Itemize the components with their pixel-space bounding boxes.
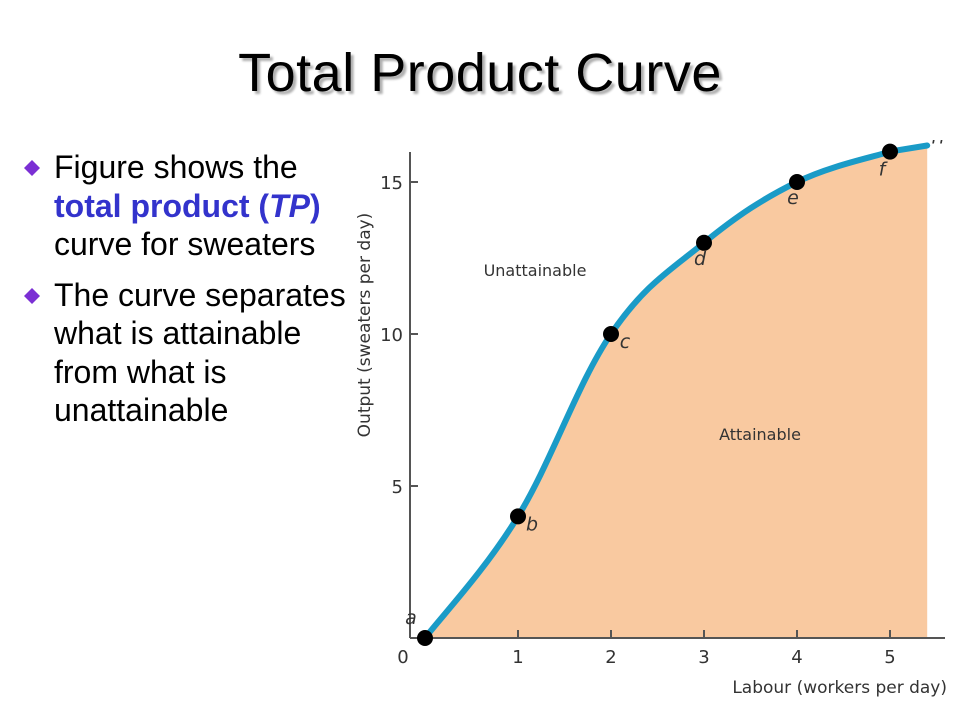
data-point	[510, 508, 526, 525]
x-tick-label: 5	[884, 647, 895, 668]
data-point	[789, 174, 805, 190]
series-label: TP	[929, 140, 950, 149]
bullet-2-text: The curve separates what is attainable f…	[54, 276, 346, 429]
point-label: c	[620, 331, 631, 353]
attainable-label: Attainable	[719, 425, 801, 444]
y-tick-label: 5	[392, 477, 403, 498]
y-axis-label: Output (sweaters per day)	[355, 213, 375, 438]
x-axis-label: Labour (workers per day)	[732, 678, 947, 698]
x-tick-label: 2	[605, 647, 616, 668]
point-label: d	[694, 248, 707, 270]
data-point	[417, 630, 433, 646]
point-label: f	[879, 159, 889, 181]
point-label: b	[526, 513, 538, 535]
y-tick-label: 10	[380, 325, 403, 346]
unattainable-label: Unattainable	[484, 261, 587, 280]
bullet-1-text-before: Figure shows the	[54, 149, 298, 185]
y-tick-label: 15	[380, 173, 403, 194]
x-tick-label: 4	[791, 647, 802, 668]
bullet-1-text-after: curve for sweaters	[54, 226, 316, 262]
point-label: e	[787, 187, 799, 209]
x-tick-label: 3	[698, 647, 709, 668]
diamond-bullet-icon	[24, 160, 40, 176]
slide-title: Total Product Curve	[238, 43, 722, 103]
bullet-1-highlight-italic: TP	[269, 187, 310, 224]
data-point	[882, 143, 898, 160]
data-point	[603, 326, 619, 342]
attainable-region	[425, 145, 928, 638]
point-label: a	[405, 607, 417, 629]
bullet-1-highlight: total product (	[54, 187, 270, 224]
bullet-1-highlight-after: )	[309, 187, 321, 224]
origin-label: 0	[397, 647, 408, 668]
bullet-item-2: The curve separates what is attainable f…	[20, 276, 350, 430]
bullet-item-1: Figure shows the total product (TP) curv…	[20, 148, 350, 264]
x-tick-label: 1	[512, 647, 523, 668]
bullet-list: Figure shows the total product (TP) curv…	[20, 148, 350, 442]
total-product-chart: 5 10 15 1 2 3 4 5 0 Labour (workers per day) Outpu…	[355, 140, 951, 698]
data-point	[696, 234, 712, 251]
diamond-bullet-icon	[24, 287, 40, 304]
